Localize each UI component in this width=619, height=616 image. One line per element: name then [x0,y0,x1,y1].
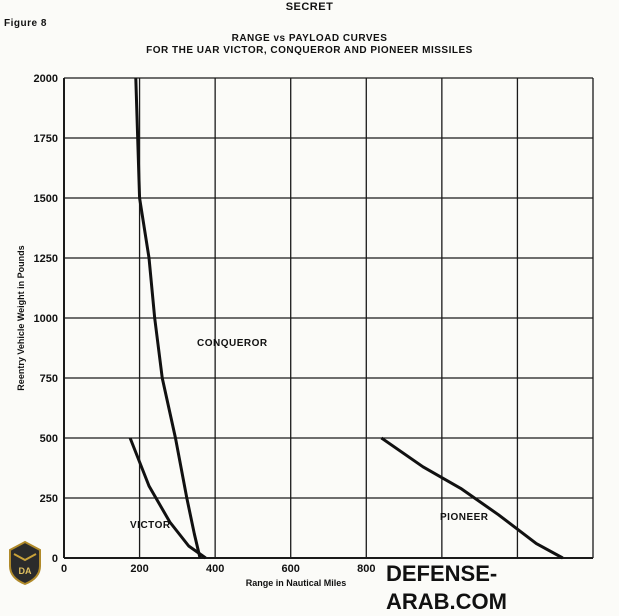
range-payload-chart: 0200400600800100012001400025050075010001… [16,73,606,588]
grid [63,77,594,559]
series-label-conqueror: CONQUEROR [197,338,268,349]
series-line-victor [128,437,207,560]
x-tick-label: 800 [357,563,375,575]
series-label-victor: VICTOR [130,520,171,531]
series-line-pioneer [380,436,564,560]
y-tick-label: 1750 [34,133,58,145]
series-line-conqueror [134,77,202,559]
x-tick-label: 600 [282,563,300,575]
y-tick-label: 1250 [34,253,58,265]
y-tick-label: 2000 [34,73,58,85]
x-tick-label: 0 [61,563,67,575]
y-tick-label: 750 [40,373,58,385]
series-label-pioneer: PIONEER [440,512,489,523]
y-tick-label: 1500 [34,193,58,205]
chart-title-line-1: RANGE vs PAYLOAD CURVES [231,33,388,44]
y-tick-label: 250 [40,493,58,505]
chart-title-line-2: FOR THE UAR VICTOR, CONQUEROR AND PIONEE… [146,45,473,56]
series-lines [128,77,564,560]
svg-text:DA: DA [19,566,32,576]
y-tick-label: 500 [40,433,58,445]
classification-label: SECRET [285,1,334,13]
y-tick-label: 0 [52,553,58,565]
figure-number: Figure 8 [4,18,47,29]
y-tick-label: 1000 [34,313,58,325]
x-tick-label: 200 [130,563,148,575]
x-axis-label: Range in Nautical Miles [246,578,347,588]
x-tick-label: 400 [206,563,224,575]
site-logo-icon: DA [9,540,41,586]
y-axis-label: Reentry Vehicle Weight in Pounds [16,245,26,390]
tick-labels: 0200400600800100012001400025050075010001… [34,73,606,575]
watermark-text: DEFENSE-ARAB.COM [382,560,619,616]
